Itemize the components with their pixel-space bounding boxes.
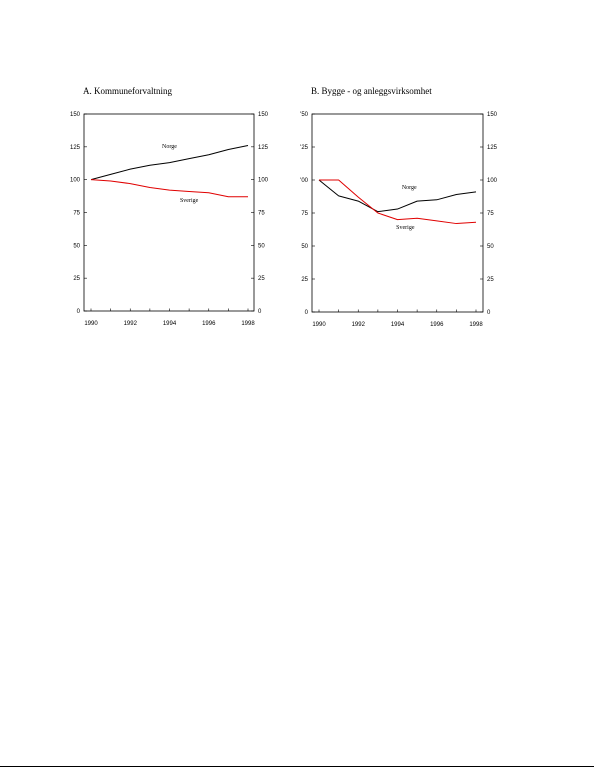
chart-a-xtick-label: 1998	[241, 321, 255, 327]
chart-a-title: A. Kommuneforvaltning	[83, 86, 172, 96]
chart-a-ytick-label-left: 0	[77, 309, 81, 315]
chart-a-series-sverige-line	[90, 179, 248, 198]
chart-a-ytick-label-left: 150	[70, 112, 81, 118]
chart-a-xtick-label: 1996	[202, 321, 216, 327]
chart-a-series-sverige-label: Sverige	[180, 198, 199, 204]
chart-a-ytick-label-left: 125	[70, 145, 81, 151]
page-bottom-rule	[0, 766, 594, 767]
chart-a-ytick-label-left: 75	[73, 211, 80, 217]
chart-a-ytick-label-left: 50	[73, 243, 80, 249]
chart-a-ytick-label-right: 25	[258, 276, 265, 282]
chart-b-title: B. Bygge - og anleggsvirksomhet	[311, 86, 432, 96]
chart-a-series-norge-label: Norge	[162, 144, 177, 150]
chart-a-series-norge-line	[90, 145, 249, 181]
chart-a-ytick-label-left: 100	[70, 178, 81, 184]
chart-a-ytick-label-right: 150	[258, 112, 269, 118]
chart-a-ytick-label-left: 25	[73, 276, 80, 282]
chart-a-xtick-label: 1990	[84, 321, 98, 327]
chart-a-ytick-label-right: 75	[258, 211, 265, 217]
chart-a-xtick-label: 1994	[163, 321, 177, 327]
chart-a-xtick-label: 1992	[124, 321, 138, 327]
chart-a-ytick-label-right: 50	[258, 243, 265, 249]
chart-a-ytick-label-right: 125	[258, 145, 269, 151]
chart-a-ytick-label-right: 0	[258, 309, 262, 315]
chart-a-ytick-label-right: 100	[258, 178, 269, 184]
